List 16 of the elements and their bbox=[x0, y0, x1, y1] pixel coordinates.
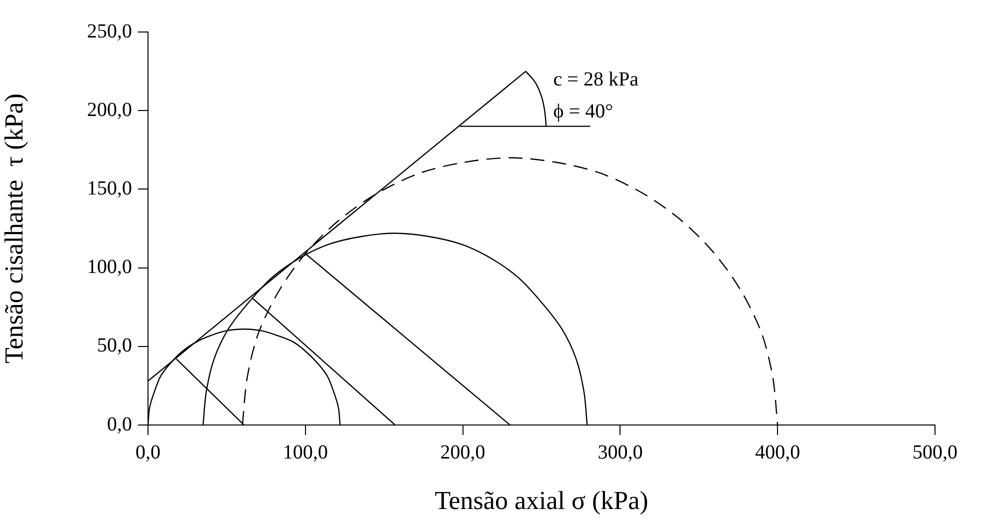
y-tick-label: 50,0 bbox=[97, 334, 132, 357]
annotation: ϕ = 40° bbox=[553, 100, 614, 122]
x-tick-label: 0,0 bbox=[136, 441, 160, 464]
x-tick-label: 100,0 bbox=[282, 441, 328, 464]
y-axis-title: Tensão cisalhante τ (kPa) bbox=[0, 94, 28, 364]
x-tick-label: 200,0 bbox=[440, 441, 486, 464]
x-axis-title: Tensão axial σ (kPa) bbox=[434, 486, 648, 516]
x-tick-label: 500,0 bbox=[912, 441, 958, 464]
y-tick-label: 200,0 bbox=[87, 98, 132, 121]
y-tick-label: 250,0 bbox=[87, 20, 132, 42]
y-tick-label: 0,0 bbox=[107, 413, 132, 436]
x-tick-label: 400,0 bbox=[755, 441, 800, 464]
x-tick-label: 300,0 bbox=[598, 441, 643, 464]
y-tick-label: 100,0 bbox=[87, 256, 132, 278]
annotation: c = 28 kPa bbox=[553, 68, 639, 90]
y-tick-label: 150,0 bbox=[87, 177, 132, 200]
